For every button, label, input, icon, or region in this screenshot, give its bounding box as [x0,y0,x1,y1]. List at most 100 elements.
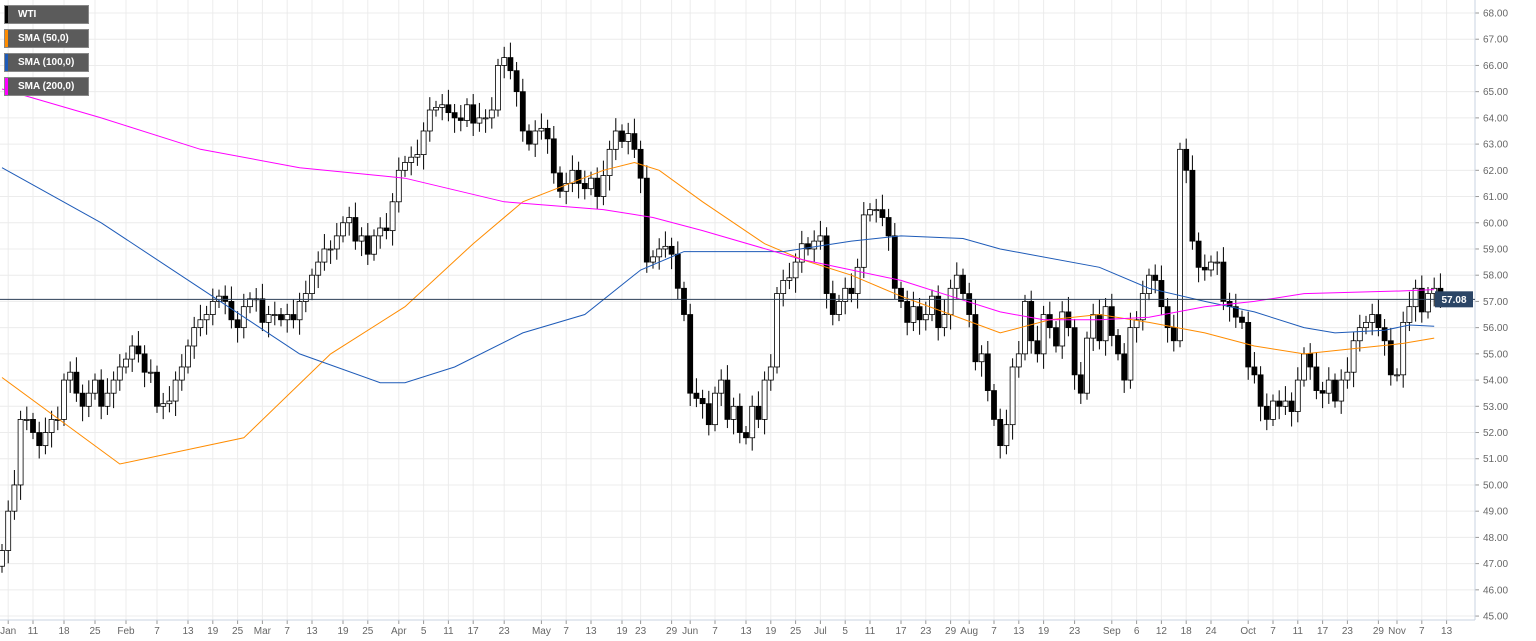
y-tick-label: 62.00 [1483,166,1508,177]
candle-body-down [1183,148,1190,171]
candle-body-down [1220,261,1227,302]
candle [1127,312,1134,389]
x-tick-label: 19 [337,626,349,637]
candle [1431,277,1438,307]
legend-item-sma200[interactable]: SMA (200,0) [4,77,90,96]
candle-body-down [1034,340,1041,355]
y-tick-label: 61.00 [1483,192,1508,203]
candle-body-down [383,227,390,232]
candle-body-up [247,298,253,308]
candle-body-down [290,314,297,321]
candle-body-up [67,371,74,381]
candle [643,165,650,273]
candle [761,371,768,435]
candle [315,251,322,289]
candle-body-up [798,243,805,263]
candle-body-down [141,353,148,373]
candle-body-up [371,235,377,255]
legend-label: SMA (100,0) [18,57,75,68]
candle-body-down [674,253,681,289]
candle [718,369,725,407]
candle-body-up [662,245,669,250]
candle [1152,264,1159,294]
candle-body-up [395,169,402,203]
candle [805,237,811,256]
candle-body-up [358,235,365,242]
legend-swatch [5,54,8,71]
x-tick-label: 6 [1134,626,1140,637]
candle [953,262,960,300]
candle [482,109,489,133]
candle [321,234,328,271]
candle-body-up [1350,340,1357,373]
legend-item-sma50[interactable]: SMA (50,0) [4,29,90,48]
candle [104,378,111,415]
candle-body-down [1201,266,1208,271]
y-tick-label: 57.00 [1483,297,1508,308]
candle-body-down [885,217,892,237]
legend-item-sma100[interactable]: SMA (100,0) [4,53,90,72]
candle-body-down [879,209,886,218]
candle [1356,314,1363,352]
x-tick-label: Aug [960,626,978,637]
candle [842,277,849,315]
x-tick-label: 23 [1069,626,1081,637]
x-tick-label: 25 [790,626,802,637]
candle-body-down [594,177,601,197]
candle [612,118,619,161]
candle [656,238,663,270]
legend-item-wti[interactable]: WTI [4,5,90,24]
legend-swatch [5,6,8,23]
candle [935,285,942,341]
y-tick-label: 59.00 [1483,244,1508,255]
candle-body-up [476,117,483,124]
candle [1257,366,1264,422]
candle [1239,310,1245,329]
candle [203,305,210,335]
candle-body-up [1015,353,1022,368]
candle [265,305,272,338]
x-tick-label: 19 [765,626,777,637]
x-tick-label: 5 [842,626,848,637]
candle [755,391,762,429]
candle [792,253,799,293]
candle-body-down [1263,405,1270,420]
candle-body-up [495,65,501,111]
candle [662,231,669,258]
candle-body-down [972,314,979,363]
candle-body-up [1344,371,1351,381]
candle-body-up [1363,321,1369,329]
candle [284,303,291,333]
candle-body-up [1412,287,1419,308]
x-tick-label: 13 [585,626,597,637]
candle-body-up [284,314,291,321]
candle [1071,318,1078,390]
candle [1040,305,1047,369]
candle-body-up [910,306,917,323]
candle [495,58,501,117]
candle [650,250,656,269]
candle [1201,254,1208,281]
candle [991,384,997,426]
candle-body-down [829,293,836,315]
x-tick-label: 7 [712,626,718,637]
candle [922,301,929,331]
candle [526,124,532,151]
x-tick-label: 7 [991,626,997,637]
candle-body-up [1127,327,1134,381]
candle-body-up [147,371,154,374]
candle-body-down [1108,306,1115,336]
x-tick-label: 23 [635,626,647,637]
y-tick-label: 50.00 [1483,480,1508,491]
candle [699,389,706,419]
candle-body-up [302,293,309,302]
candle-body-up [842,287,849,302]
x-tick-label: 25 [362,626,374,637]
candle [1028,290,1035,354]
candle [135,331,142,363]
candle-body-down [470,104,477,124]
candle-body-down [1232,306,1239,318]
candle [507,42,514,80]
candle [147,359,154,383]
candle-body-up [1294,379,1301,412]
